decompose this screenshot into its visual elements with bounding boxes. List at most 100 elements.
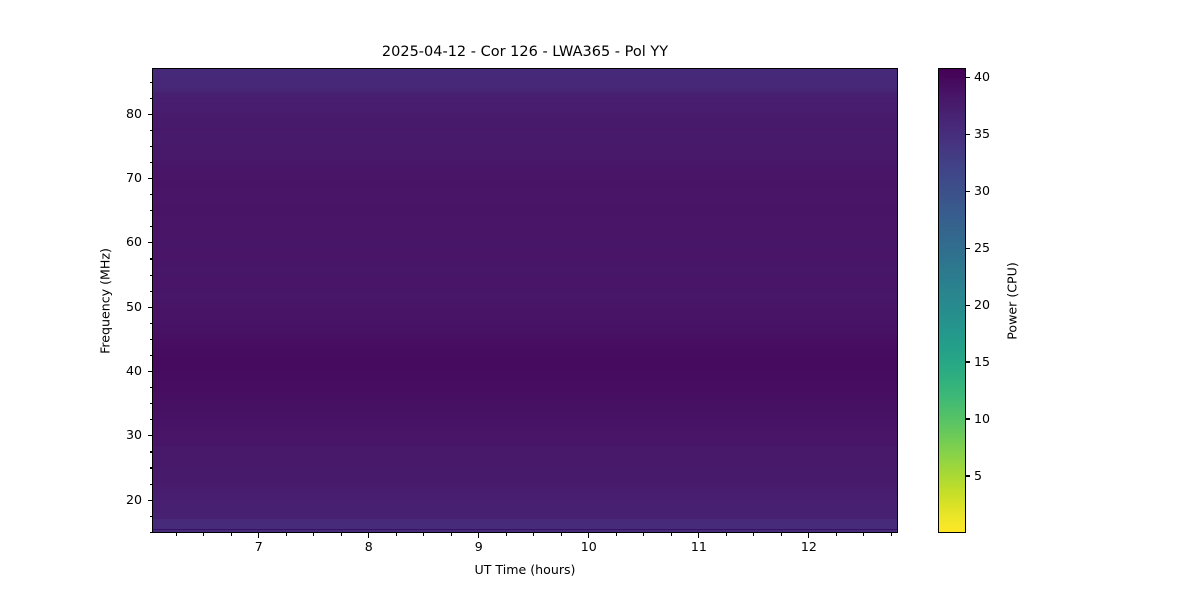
heatmap-row — [153, 395, 897, 401]
heatmap-row — [153, 236, 897, 242]
colorbar-tick — [966, 475, 970, 477]
x-axis-minor-tick — [725, 533, 727, 536]
heatmap-row — [153, 380, 897, 386]
heatmap-row — [153, 148, 897, 154]
heatmap-row — [153, 251, 897, 257]
y-axis-tick-label: 70 — [125, 170, 142, 186]
x-axis-tick — [588, 533, 590, 538]
heatmap-row — [153, 287, 897, 293]
x-axis-minor-tick — [450, 533, 452, 536]
x-axis-minor-tick — [230, 533, 232, 536]
heatmap-row — [153, 225, 897, 232]
colorbar-gradient — [939, 69, 965, 532]
heatmap-row — [153, 426, 897, 432]
heatmap-row — [153, 69, 897, 77]
y-axis-tick — [148, 306, 152, 308]
x-axis-minor-tick — [313, 533, 315, 536]
y-axis-minor-tick — [150, 194, 153, 196]
heatmap-row — [153, 241, 897, 247]
colorbar-tick — [966, 418, 970, 420]
x-axis-minor-tick — [643, 533, 645, 536]
heatmap-row — [153, 179, 897, 185]
heatmap-axes — [152, 68, 898, 533]
colorbar-label: Power (CPU) — [1003, 68, 1021, 533]
heatmap-row — [153, 112, 897, 118]
colorbar — [938, 68, 966, 533]
heatmap-row — [153, 431, 897, 437]
heatmap-row — [153, 117, 897, 124]
colorbar-tick-label: 5 — [974, 467, 983, 483]
x-axis-minor-tick — [340, 533, 342, 536]
heatmap-row — [153, 390, 897, 396]
x-axis-minor-tick — [285, 533, 287, 536]
heatmap-row — [153, 364, 897, 370]
y-axis-tick-label: 80 — [125, 105, 142, 121]
heatmap-row — [153, 508, 897, 515]
heatmap-row — [153, 411, 897, 417]
heatmap-row — [153, 220, 897, 226]
heatmap-row — [153, 328, 897, 334]
heatmap-row — [153, 159, 897, 165]
heatmap-row — [153, 493, 897, 499]
y-axis-minor-tick — [150, 145, 153, 147]
heatmap-row — [153, 400, 897, 406]
heatmap-row — [153, 246, 897, 252]
heatmap-row — [153, 524, 897, 530]
heatmap-row — [153, 76, 897, 82]
y-axis-tick-label: 50 — [125, 298, 142, 314]
y-axis-minor-tick — [150, 81, 153, 83]
y-axis-tick — [148, 435, 152, 437]
heatmap-row — [153, 92, 897, 98]
heatmap-row — [153, 102, 897, 108]
heatmap-row — [153, 200, 897, 206]
x-axis-tick-label: 12 — [800, 539, 817, 554]
heatmap-row — [153, 210, 897, 216]
heatmap-row — [153, 416, 897, 422]
y-axis-minor-tick — [150, 403, 153, 405]
heatmap-row — [153, 303, 897, 309]
heatmap-row — [153, 143, 897, 149]
x-axis-tick-label: 11 — [690, 539, 707, 554]
y-axis-minor-tick — [150, 419, 153, 421]
heatmap-row — [153, 205, 897, 211]
y-axis-minor-tick — [150, 467, 153, 469]
heatmap-row — [153, 406, 897, 412]
x-axis-minor-tick — [670, 533, 672, 536]
heatmap-row — [153, 313, 897, 319]
heatmap-row — [153, 153, 897, 160]
x-axis-minor-tick — [175, 533, 177, 536]
heatmap-row — [153, 323, 897, 329]
heatmap-row — [153, 97, 897, 103]
heatmap-row — [153, 478, 897, 484]
x-axis-label: UT Time (hours) — [474, 562, 576, 577]
heatmap-row — [153, 169, 897, 175]
heatmap-row — [153, 354, 897, 360]
colorbar-tick — [966, 133, 970, 135]
y-axis-minor-tick — [150, 483, 153, 485]
heatmap-image — [153, 69, 897, 532]
heatmap-row — [153, 123, 897, 129]
heatmap-row — [153, 447, 897, 453]
x-axis-minor-tick — [505, 533, 507, 536]
x-axis-tick — [368, 533, 370, 538]
heatmap-row — [153, 483, 897, 489]
heatmap-row — [153, 349, 897, 355]
colorbar-label-text: Power (CPU) — [1004, 261, 1020, 340]
colorbar-tick-label: 25 — [974, 239, 991, 255]
y-axis-minor-tick — [150, 451, 153, 453]
y-axis-tick-label: 40 — [125, 363, 142, 379]
heatmap-row — [153, 370, 897, 376]
x-axis-tick-label: 9 — [474, 539, 483, 554]
x-axis-minor-tick — [780, 533, 782, 536]
heatmap-row — [153, 261, 897, 268]
y-axis-minor-tick — [150, 258, 153, 260]
heatmap-row — [153, 297, 897, 304]
colorbar-tick — [966, 190, 970, 192]
heatmap-row — [153, 385, 897, 391]
y-axis-tick-label: 20 — [125, 491, 142, 507]
y-axis-minor-tick — [150, 129, 153, 131]
colorbar-tick — [966, 76, 970, 78]
heatmap-row — [153, 467, 897, 473]
colorbar-tick — [966, 247, 970, 249]
heatmap-row — [153, 472, 897, 479]
